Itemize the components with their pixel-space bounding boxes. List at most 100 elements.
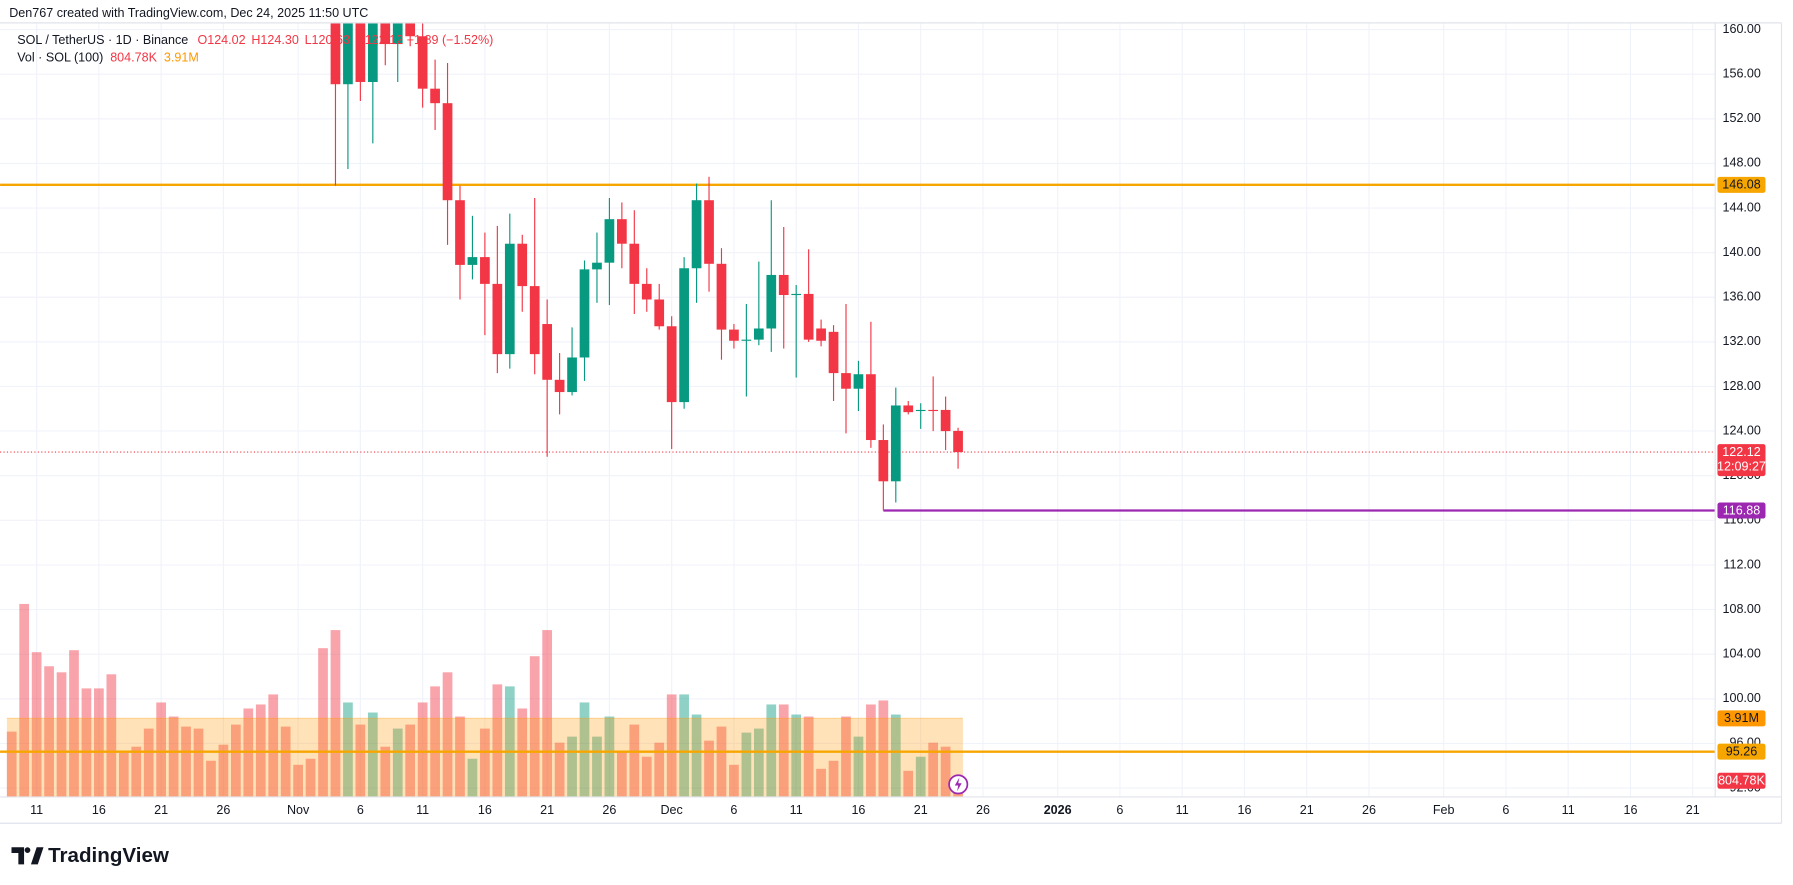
ohlc-legend: C122.12 −1.89 (−1.52%) bbox=[356, 33, 494, 47]
levels bbox=[0, 183, 1716, 753]
x-tick-label: 21 bbox=[914, 803, 928, 817]
candle-body bbox=[866, 374, 876, 441]
volume-bar bbox=[604, 716, 615, 797]
volume-bar bbox=[641, 756, 652, 797]
y-tick-label: 156.00 bbox=[1722, 67, 1760, 81]
x-tick-label: Nov bbox=[287, 803, 310, 817]
y-tick-label: 144.00 bbox=[1722, 200, 1760, 214]
x-tick-label: 16 bbox=[1623, 803, 1637, 817]
volume-bar bbox=[691, 714, 702, 797]
volume-bar bbox=[355, 724, 366, 797]
candles bbox=[330, 22, 963, 511]
y-tick-label: 124.00 bbox=[1722, 423, 1760, 437]
volume-bar bbox=[791, 714, 802, 797]
candle-body bbox=[567, 357, 577, 393]
candle-body bbox=[803, 293, 814, 340]
volume-bar bbox=[293, 764, 303, 797]
volume-bar bbox=[878, 700, 889, 797]
volume-bar bbox=[6, 731, 17, 797]
y-tick-label: 160.00 bbox=[1722, 22, 1760, 36]
volume-ma-legend: 3.91M bbox=[164, 51, 199, 65]
candle-body bbox=[455, 200, 465, 265]
volume-bar bbox=[716, 726, 727, 797]
volume-bar bbox=[168, 716, 179, 797]
x-tick-label: 16 bbox=[851, 803, 865, 817]
volume-bar bbox=[753, 728, 764, 797]
replay-icon[interactable] bbox=[948, 774, 969, 795]
volume-last-tag bbox=[1717, 772, 1766, 789]
candle-body bbox=[903, 405, 914, 413]
x-tick-label: 21 bbox=[154, 803, 168, 817]
y-tick-label: 104.00 bbox=[1722, 647, 1760, 661]
volume-bar bbox=[480, 728, 490, 797]
candle-body bbox=[355, 22, 366, 82]
candle-body bbox=[430, 88, 440, 104]
volume-bar bbox=[741, 732, 752, 797]
x-tick-label: 26 bbox=[216, 803, 230, 817]
volume-bar bbox=[31, 652, 42, 797]
candle-body bbox=[666, 326, 677, 403]
candle-body bbox=[592, 262, 602, 270]
volume-bar bbox=[803, 716, 814, 797]
candle-body bbox=[367, 22, 378, 82]
y-tick-label: 148.00 bbox=[1722, 156, 1760, 170]
candle-body bbox=[380, 22, 391, 45]
candle-body bbox=[554, 379, 565, 393]
volume-bar bbox=[890, 714, 901, 797]
volume-bar bbox=[305, 758, 316, 797]
volume-last-label: 804.78K bbox=[1718, 774, 1765, 788]
candle-body bbox=[504, 243, 515, 355]
volume-bar bbox=[56, 672, 67, 797]
candle-body bbox=[716, 263, 727, 330]
x-tick-label: 11 bbox=[790, 803, 803, 817]
volume-bar bbox=[19, 603, 30, 797]
candle-body bbox=[841, 373, 851, 389]
candle-body bbox=[890, 405, 901, 482]
x-tick-label: 21 bbox=[1686, 803, 1700, 817]
candle-body bbox=[928, 409, 939, 412]
candle-body bbox=[417, 36, 428, 89]
volume-bar bbox=[330, 630, 341, 797]
volume-bar bbox=[442, 672, 453, 797]
volume-bar bbox=[828, 760, 839, 797]
volume-bar bbox=[231, 724, 241, 797]
candle-body bbox=[343, 22, 353, 85]
volume-bar bbox=[81, 688, 92, 797]
x-tick-label: 26 bbox=[976, 803, 990, 817]
y-tick-label: 100.00 bbox=[1722, 691, 1760, 705]
candle-body bbox=[778, 274, 789, 296]
x-tick-label: 11 bbox=[1176, 803, 1189, 817]
ohlc-legend: L120.63 bbox=[305, 33, 350, 47]
volume-bar bbox=[903, 770, 914, 797]
axes: 92.0096.00100.00104.00108.00112.00116.00… bbox=[30, 22, 1761, 817]
volume-bar bbox=[367, 712, 378, 797]
volume-bar bbox=[143, 728, 154, 797]
volume-bar bbox=[268, 694, 279, 797]
volume-pane bbox=[6, 603, 963, 797]
volume-bar bbox=[417, 702, 428, 797]
candle-body bbox=[392, 22, 403, 45]
candle-body bbox=[579, 269, 590, 358]
volume-bar bbox=[629, 724, 640, 797]
symbol: SOL / TetherUS · 1D · Binance bbox=[17, 33, 188, 47]
volume-bar bbox=[69, 650, 79, 797]
candle-body bbox=[766, 274, 777, 329]
y-tick-label: 136.00 bbox=[1722, 290, 1760, 304]
volume-bar bbox=[704, 740, 714, 797]
x-tick-label: 11 bbox=[1562, 803, 1575, 817]
candle-body bbox=[953, 430, 963, 453]
candle-body bbox=[704, 200, 714, 264]
volume-bar bbox=[841, 716, 851, 797]
x-tick-label: 6 bbox=[1116, 803, 1123, 817]
volume-bar bbox=[915, 756, 926, 797]
volume-bar bbox=[654, 742, 665, 797]
candle-body bbox=[629, 243, 640, 284]
volume-bar bbox=[405, 724, 416, 797]
y-tick-label: 112.00 bbox=[1723, 557, 1761, 571]
candle-body bbox=[492, 283, 503, 355]
level-tag bbox=[1717, 502, 1766, 519]
volume-bar bbox=[504, 686, 515, 797]
candle-body bbox=[405, 22, 416, 37]
candle-body bbox=[816, 328, 826, 341]
x-tick-label: 16 bbox=[1237, 803, 1251, 817]
